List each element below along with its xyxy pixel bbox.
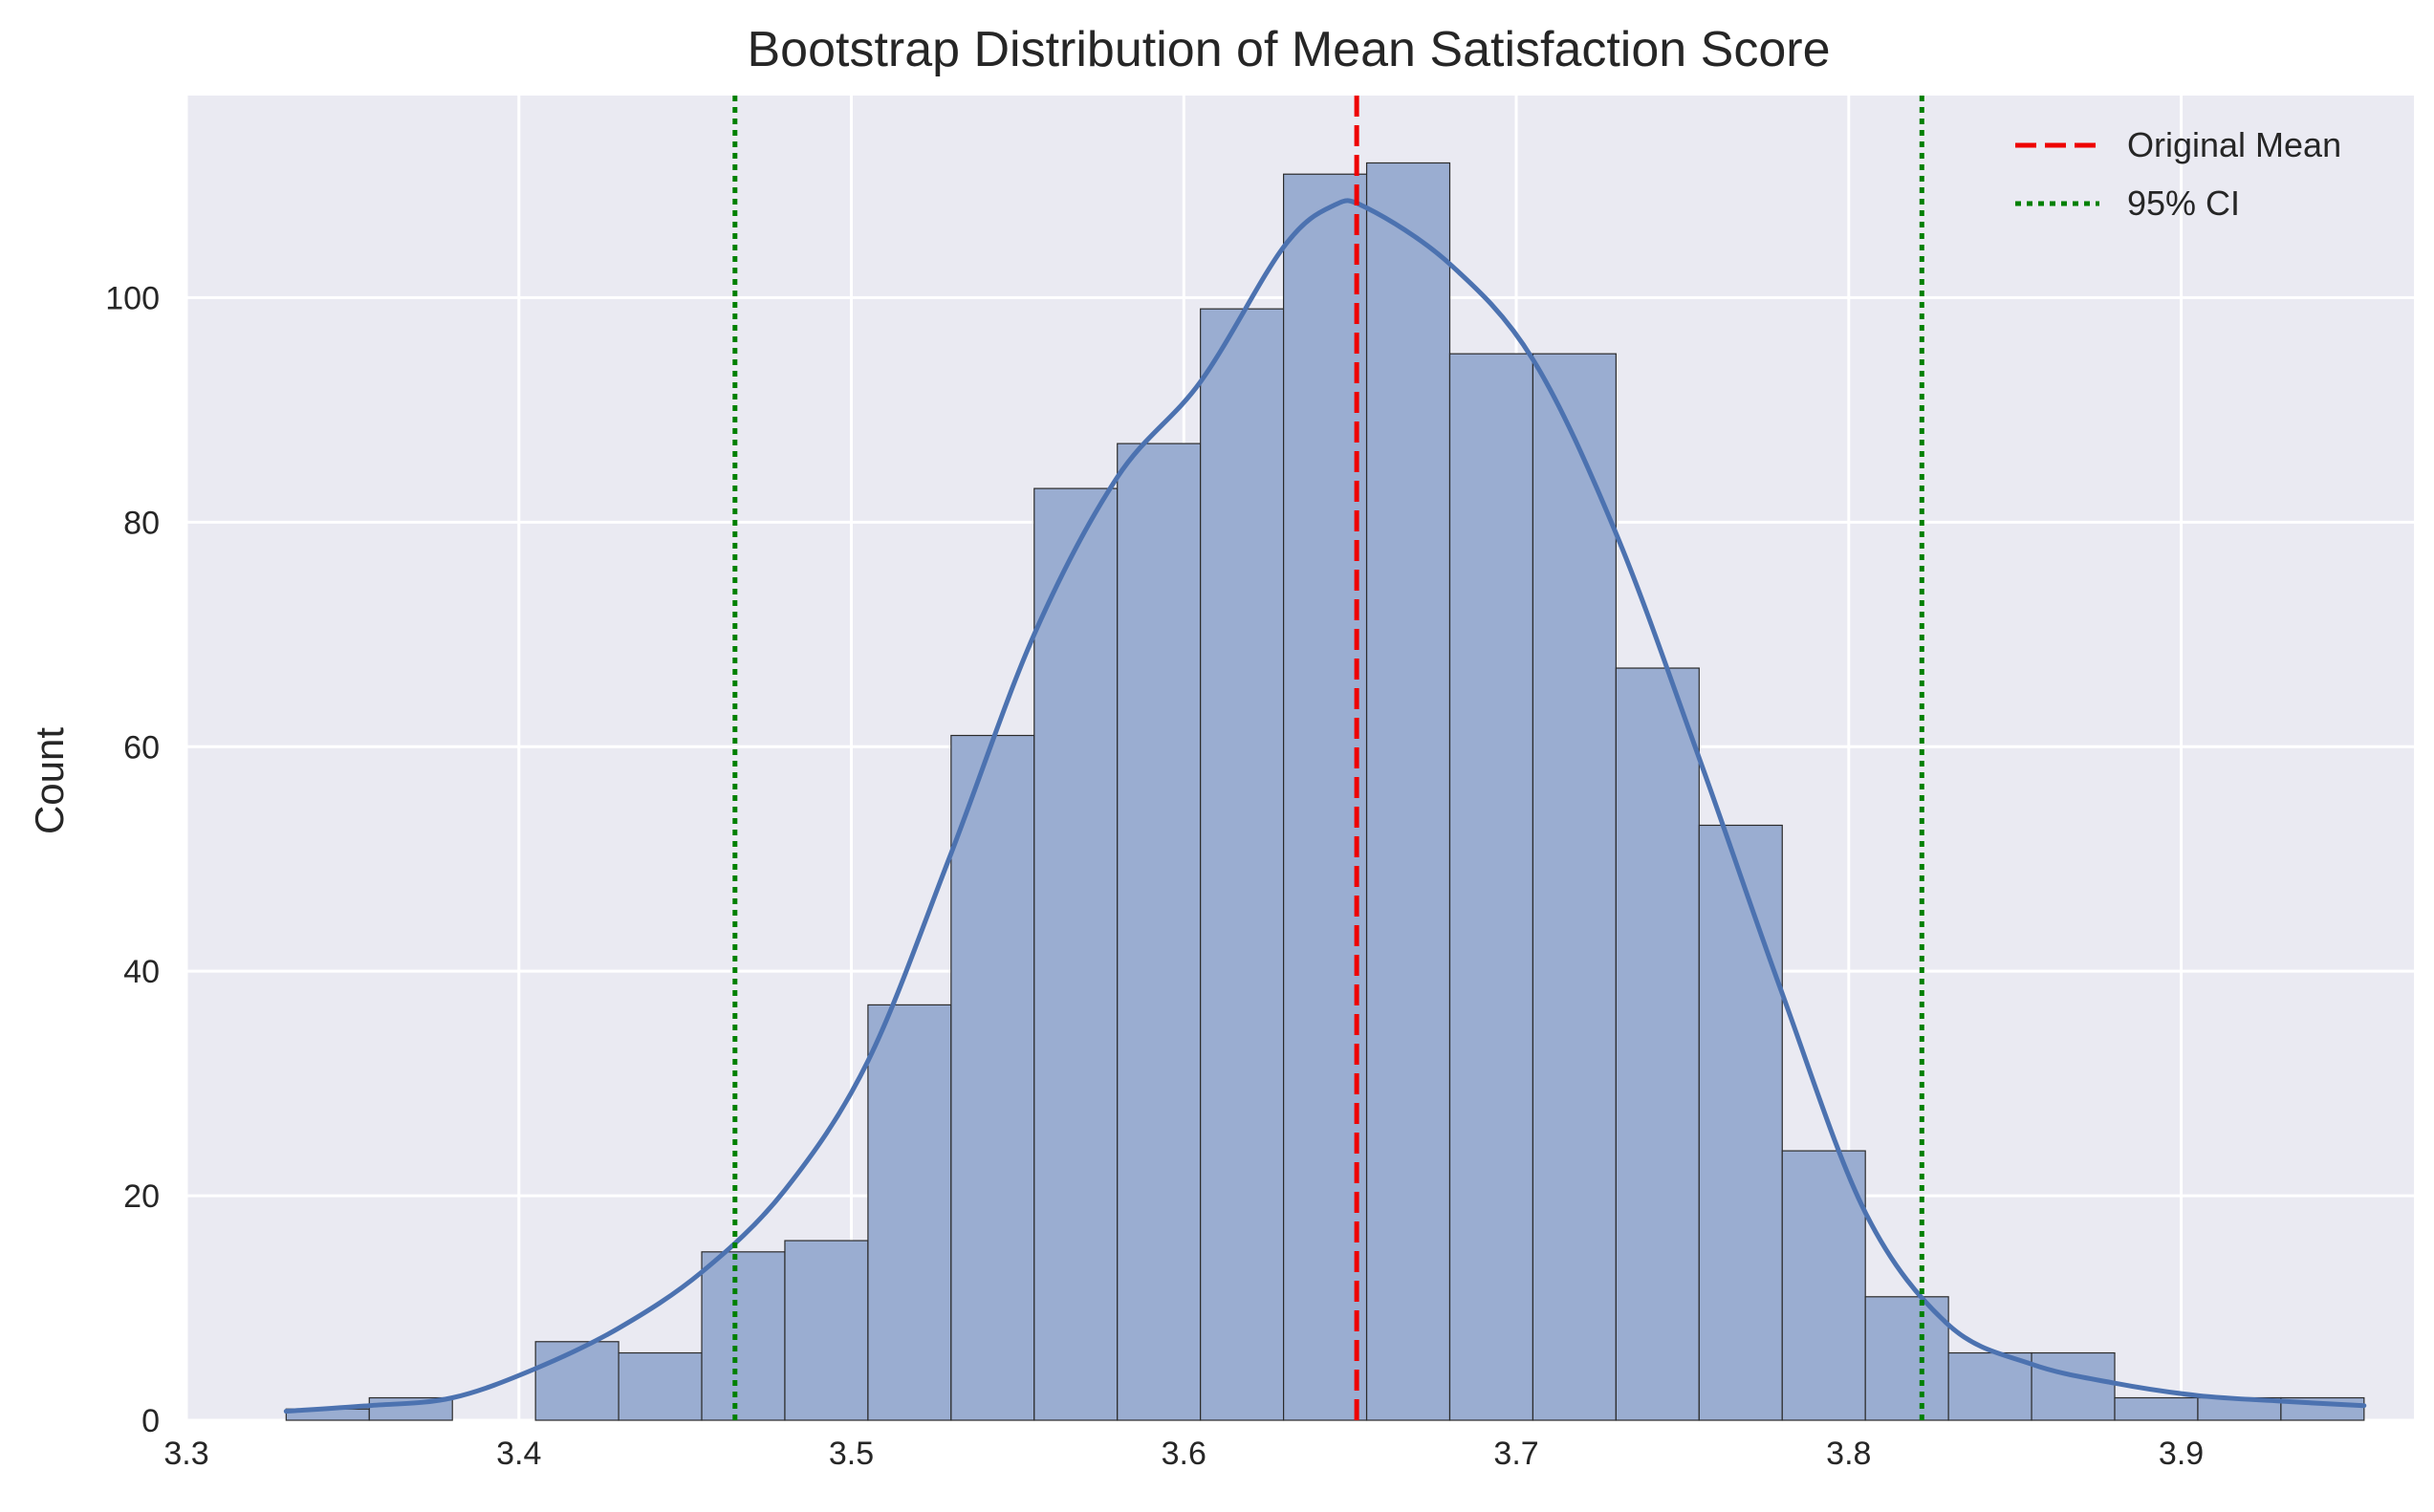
histogram-bar — [1947, 1351, 2032, 1421]
x-tick-label: 3.6 — [1162, 1436, 1206, 1472]
y-tick-label: 40 — [123, 954, 160, 990]
legend-label: Original Mean — [2127, 125, 2341, 164]
legend: Original Mean 95% CI — [2015, 125, 2341, 223]
histogram-bar — [534, 1341, 619, 1421]
y-tick-label: 20 — [123, 1178, 160, 1215]
histogram-bar — [1698, 824, 1783, 1421]
x-tick-label: 3.5 — [829, 1436, 874, 1472]
histogram-bar — [867, 1004, 952, 1421]
histogram-bar — [950, 734, 1035, 1421]
y-tick-label: 60 — [123, 729, 160, 766]
histogram-bar — [701, 1251, 786, 1421]
x-tick-label: 3.9 — [2159, 1436, 2204, 1472]
histogram-bar — [1448, 353, 1534, 1421]
y-tick-label: 80 — [123, 505, 160, 541]
y-tick-label: 100 — [105, 280, 160, 316]
histogram-bar — [1781, 1150, 1866, 1421]
histogram-bar — [1532, 353, 1617, 1421]
legend-label: 95% CI — [2127, 184, 2240, 223]
x-tick-label: 3.4 — [496, 1436, 541, 1472]
histogram-bar — [784, 1240, 869, 1421]
histogram-bar — [2031, 1351, 2116, 1421]
histogram-bar — [1365, 162, 1451, 1421]
tick-labels: 3.3 3.4 3.5 3.6 3.7 3.8 3.9 0 20 40 60 80 100 — [105, 280, 2204, 1472]
histogram-bar — [1033, 487, 1119, 1421]
histogram-bar — [1283, 173, 1368, 1421]
x-tick-label: 3.8 — [1826, 1436, 1871, 1472]
histogram-bar — [618, 1351, 703, 1421]
chart-title: Bootstrap Distribution of Mean Satisfact… — [747, 22, 1830, 77]
x-tick-label: 3.3 — [163, 1436, 208, 1472]
histogram-bar — [1117, 443, 1202, 1421]
y-axis-label: Count — [27, 727, 72, 834]
kde-curve — [283, 198, 2367, 1415]
histogram-bar — [1200, 308, 1285, 1421]
histogram-bar — [1615, 667, 1700, 1421]
y-tick-label: 0 — [141, 1403, 160, 1439]
kde-curve-layer — [283, 198, 2367, 1415]
x-tick-label: 3.7 — [1493, 1436, 1538, 1472]
histogram-bars — [285, 162, 2365, 1421]
reference-lines — [732, 96, 1924, 1420]
histogram-bar — [2114, 1396, 2199, 1421]
